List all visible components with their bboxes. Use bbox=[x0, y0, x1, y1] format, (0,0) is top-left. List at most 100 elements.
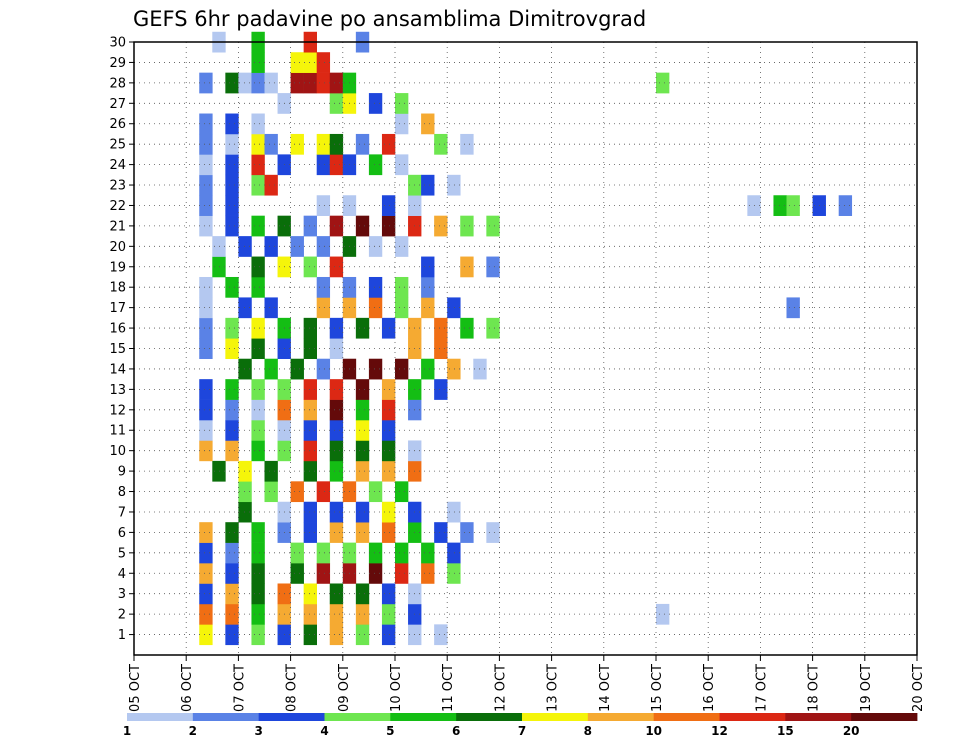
y-tick-label: 28 bbox=[109, 76, 126, 91]
precip-cell bbox=[238, 297, 252, 319]
precip-cell bbox=[447, 563, 461, 584]
precip-cell bbox=[290, 133, 304, 155]
x-tick-label: 17 OCT bbox=[754, 664, 769, 712]
y-tick-label: 22 bbox=[109, 199, 126, 214]
precip-cell bbox=[199, 297, 213, 319]
precip-cell bbox=[368, 297, 383, 319]
precip-cell bbox=[290, 236, 304, 257]
precip-cell bbox=[355, 399, 370, 421]
precip-cell bbox=[434, 215, 448, 237]
precip-cell bbox=[381, 624, 396, 646]
precip-cell bbox=[303, 440, 317, 462]
y-tick-label: 5 bbox=[118, 546, 126, 561]
x-tick-label: 18 OCT bbox=[807, 664, 822, 712]
colorbar-swatch bbox=[456, 713, 523, 721]
precip-cell bbox=[264, 72, 278, 94]
colorbar-label: 12 bbox=[711, 724, 728, 738]
y-tick-label: 17 bbox=[109, 301, 126, 316]
colorbar-label: 20 bbox=[843, 724, 860, 738]
precip-cell bbox=[395, 113, 409, 135]
precip-cell bbox=[786, 297, 800, 319]
precip-cell bbox=[251, 338, 265, 360]
precip-cell bbox=[460, 522, 474, 543]
y-tick-label: 11 bbox=[109, 424, 126, 439]
precip-cell bbox=[329, 460, 344, 482]
precip-cell bbox=[329, 379, 344, 400]
precip-cell bbox=[395, 358, 409, 380]
precip-cell bbox=[212, 236, 226, 257]
precip-cell bbox=[225, 195, 239, 216]
precip-cell bbox=[303, 338, 317, 360]
precip-cell bbox=[329, 338, 344, 360]
y-tick-label: 21 bbox=[109, 219, 126, 234]
precip-cell bbox=[199, 522, 213, 543]
precip-cell bbox=[225, 603, 239, 625]
precip-cell bbox=[290, 72, 304, 94]
precip-cell bbox=[395, 563, 409, 584]
precip-cell bbox=[381, 420, 396, 441]
precip-cell bbox=[656, 603, 670, 625]
precip-cell bbox=[251, 603, 265, 625]
precip-cell bbox=[303, 52, 317, 73]
y-tick-label: 29 bbox=[109, 56, 126, 71]
precip-cell bbox=[225, 276, 239, 298]
precip-cell bbox=[381, 215, 396, 237]
precip-cell bbox=[290, 52, 304, 73]
precip-cell bbox=[264, 133, 278, 155]
precip-cell bbox=[486, 522, 500, 543]
chart-title: GEFS 6hr padavine po ansamblima Dimitrov… bbox=[133, 7, 646, 31]
precip-cell bbox=[316, 276, 331, 298]
precip-cell bbox=[368, 358, 383, 380]
precip-cell bbox=[355, 603, 370, 625]
precip-cell bbox=[290, 563, 304, 584]
precip-cell bbox=[303, 624, 317, 646]
x-tick-label: 20 OCT bbox=[911, 664, 926, 712]
precip-cell bbox=[264, 481, 278, 503]
colorbar-label: 1 bbox=[123, 724, 131, 738]
precip-cell bbox=[199, 563, 213, 584]
precip-cell bbox=[355, 133, 370, 155]
precip-cell bbox=[368, 481, 383, 503]
precip-cell bbox=[199, 113, 213, 135]
precip-cell bbox=[329, 501, 344, 523]
x-tick-label: 09 OCT bbox=[337, 664, 352, 712]
y-tick-label: 24 bbox=[109, 158, 126, 173]
precip-cell bbox=[251, 52, 265, 73]
x-tick-label: 13 OCT bbox=[546, 664, 561, 712]
precip-cell bbox=[199, 195, 213, 216]
precip-cell bbox=[381, 379, 396, 400]
colorbar: 1 2 3 4 5 6 7 8 10 12 15 20 bbox=[123, 713, 918, 738]
precip-cell bbox=[225, 338, 239, 360]
y-tick-label: 9 bbox=[118, 465, 126, 480]
colorbar-swatch bbox=[390, 713, 457, 721]
precip-cell bbox=[199, 276, 213, 298]
precip-cell bbox=[264, 358, 278, 380]
precip-cell bbox=[434, 338, 448, 360]
precip-cell bbox=[316, 481, 331, 503]
precip-cell bbox=[395, 542, 409, 564]
precip-cell bbox=[199, 317, 213, 339]
precip-cell bbox=[329, 93, 344, 114]
y-tick-label: 8 bbox=[118, 485, 126, 500]
precip-cell bbox=[251, 174, 265, 196]
precip-cell bbox=[238, 358, 252, 380]
precip-cell bbox=[329, 583, 344, 605]
precip-cell bbox=[355, 624, 370, 646]
precip-cells bbox=[199, 31, 853, 646]
precip-cell bbox=[355, 522, 370, 543]
precip-cell bbox=[251, 522, 265, 543]
precip-cell bbox=[225, 174, 239, 196]
precip-cell bbox=[251, 379, 265, 400]
colorbar-swatch bbox=[653, 713, 720, 721]
colorbar-swatch bbox=[522, 713, 589, 721]
precip-cell bbox=[225, 154, 239, 176]
precip-cell bbox=[421, 174, 435, 196]
precip-cell bbox=[329, 399, 344, 421]
precip-cell bbox=[355, 215, 370, 237]
precip-cell bbox=[434, 379, 448, 400]
precip-cell bbox=[264, 236, 278, 257]
y-tick-label: 27 bbox=[109, 97, 126, 112]
precip-cell bbox=[656, 72, 670, 94]
precip-cell bbox=[460, 133, 474, 155]
precip-cell bbox=[264, 460, 278, 482]
